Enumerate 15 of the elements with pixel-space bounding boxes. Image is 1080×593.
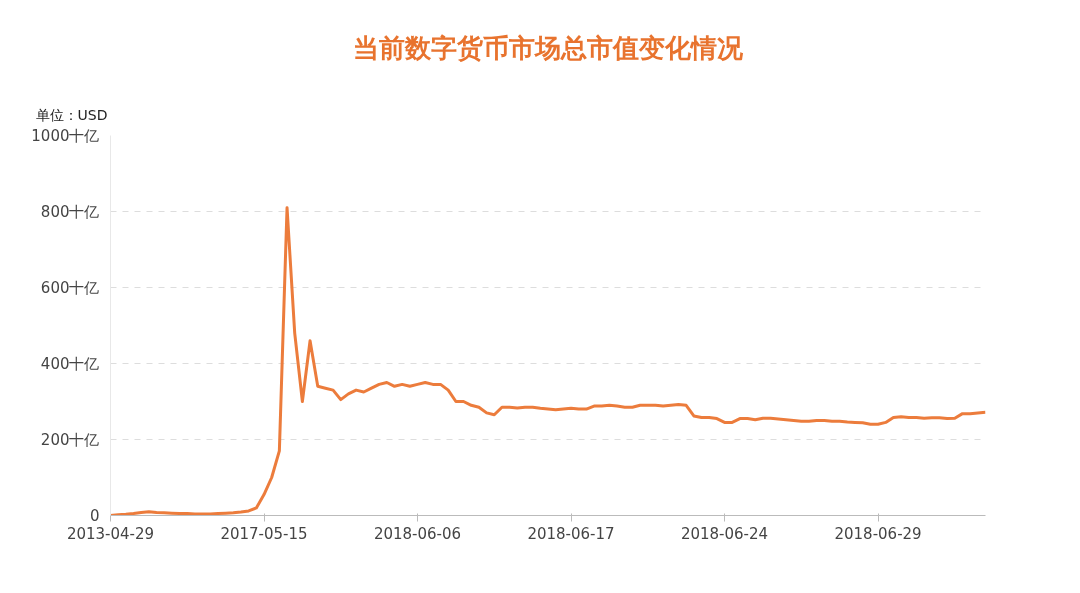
chart-title: 当前数字货币市场总市值变化情况 [353, 32, 744, 63]
x-tick-label: 2018-06-06 [373, 524, 462, 543]
y-tick-label: 0 [89, 506, 100, 525]
x-tick-label: 2018-06-17 [527, 524, 615, 543]
y-tick-label: 1000十亿 [31, 126, 100, 145]
y-tick-label: 400十亿 [40, 354, 100, 373]
line-series [110, 206, 986, 516]
y-axis-title: 单位：USD [35, 107, 108, 123]
y-tick-label: 200十亿 [40, 430, 100, 449]
y-tick-label: 800十亿 [40, 202, 100, 221]
y-tick-label: 600十亿 [40, 278, 100, 297]
x-tick-label: 2018-06-29 [834, 524, 922, 543]
x-tick-label: 2017-05-15 [220, 524, 308, 543]
x-tick-label: 2013-04-29 [66, 524, 155, 543]
x-tick-label: 2018-06-24 [680, 524, 769, 543]
